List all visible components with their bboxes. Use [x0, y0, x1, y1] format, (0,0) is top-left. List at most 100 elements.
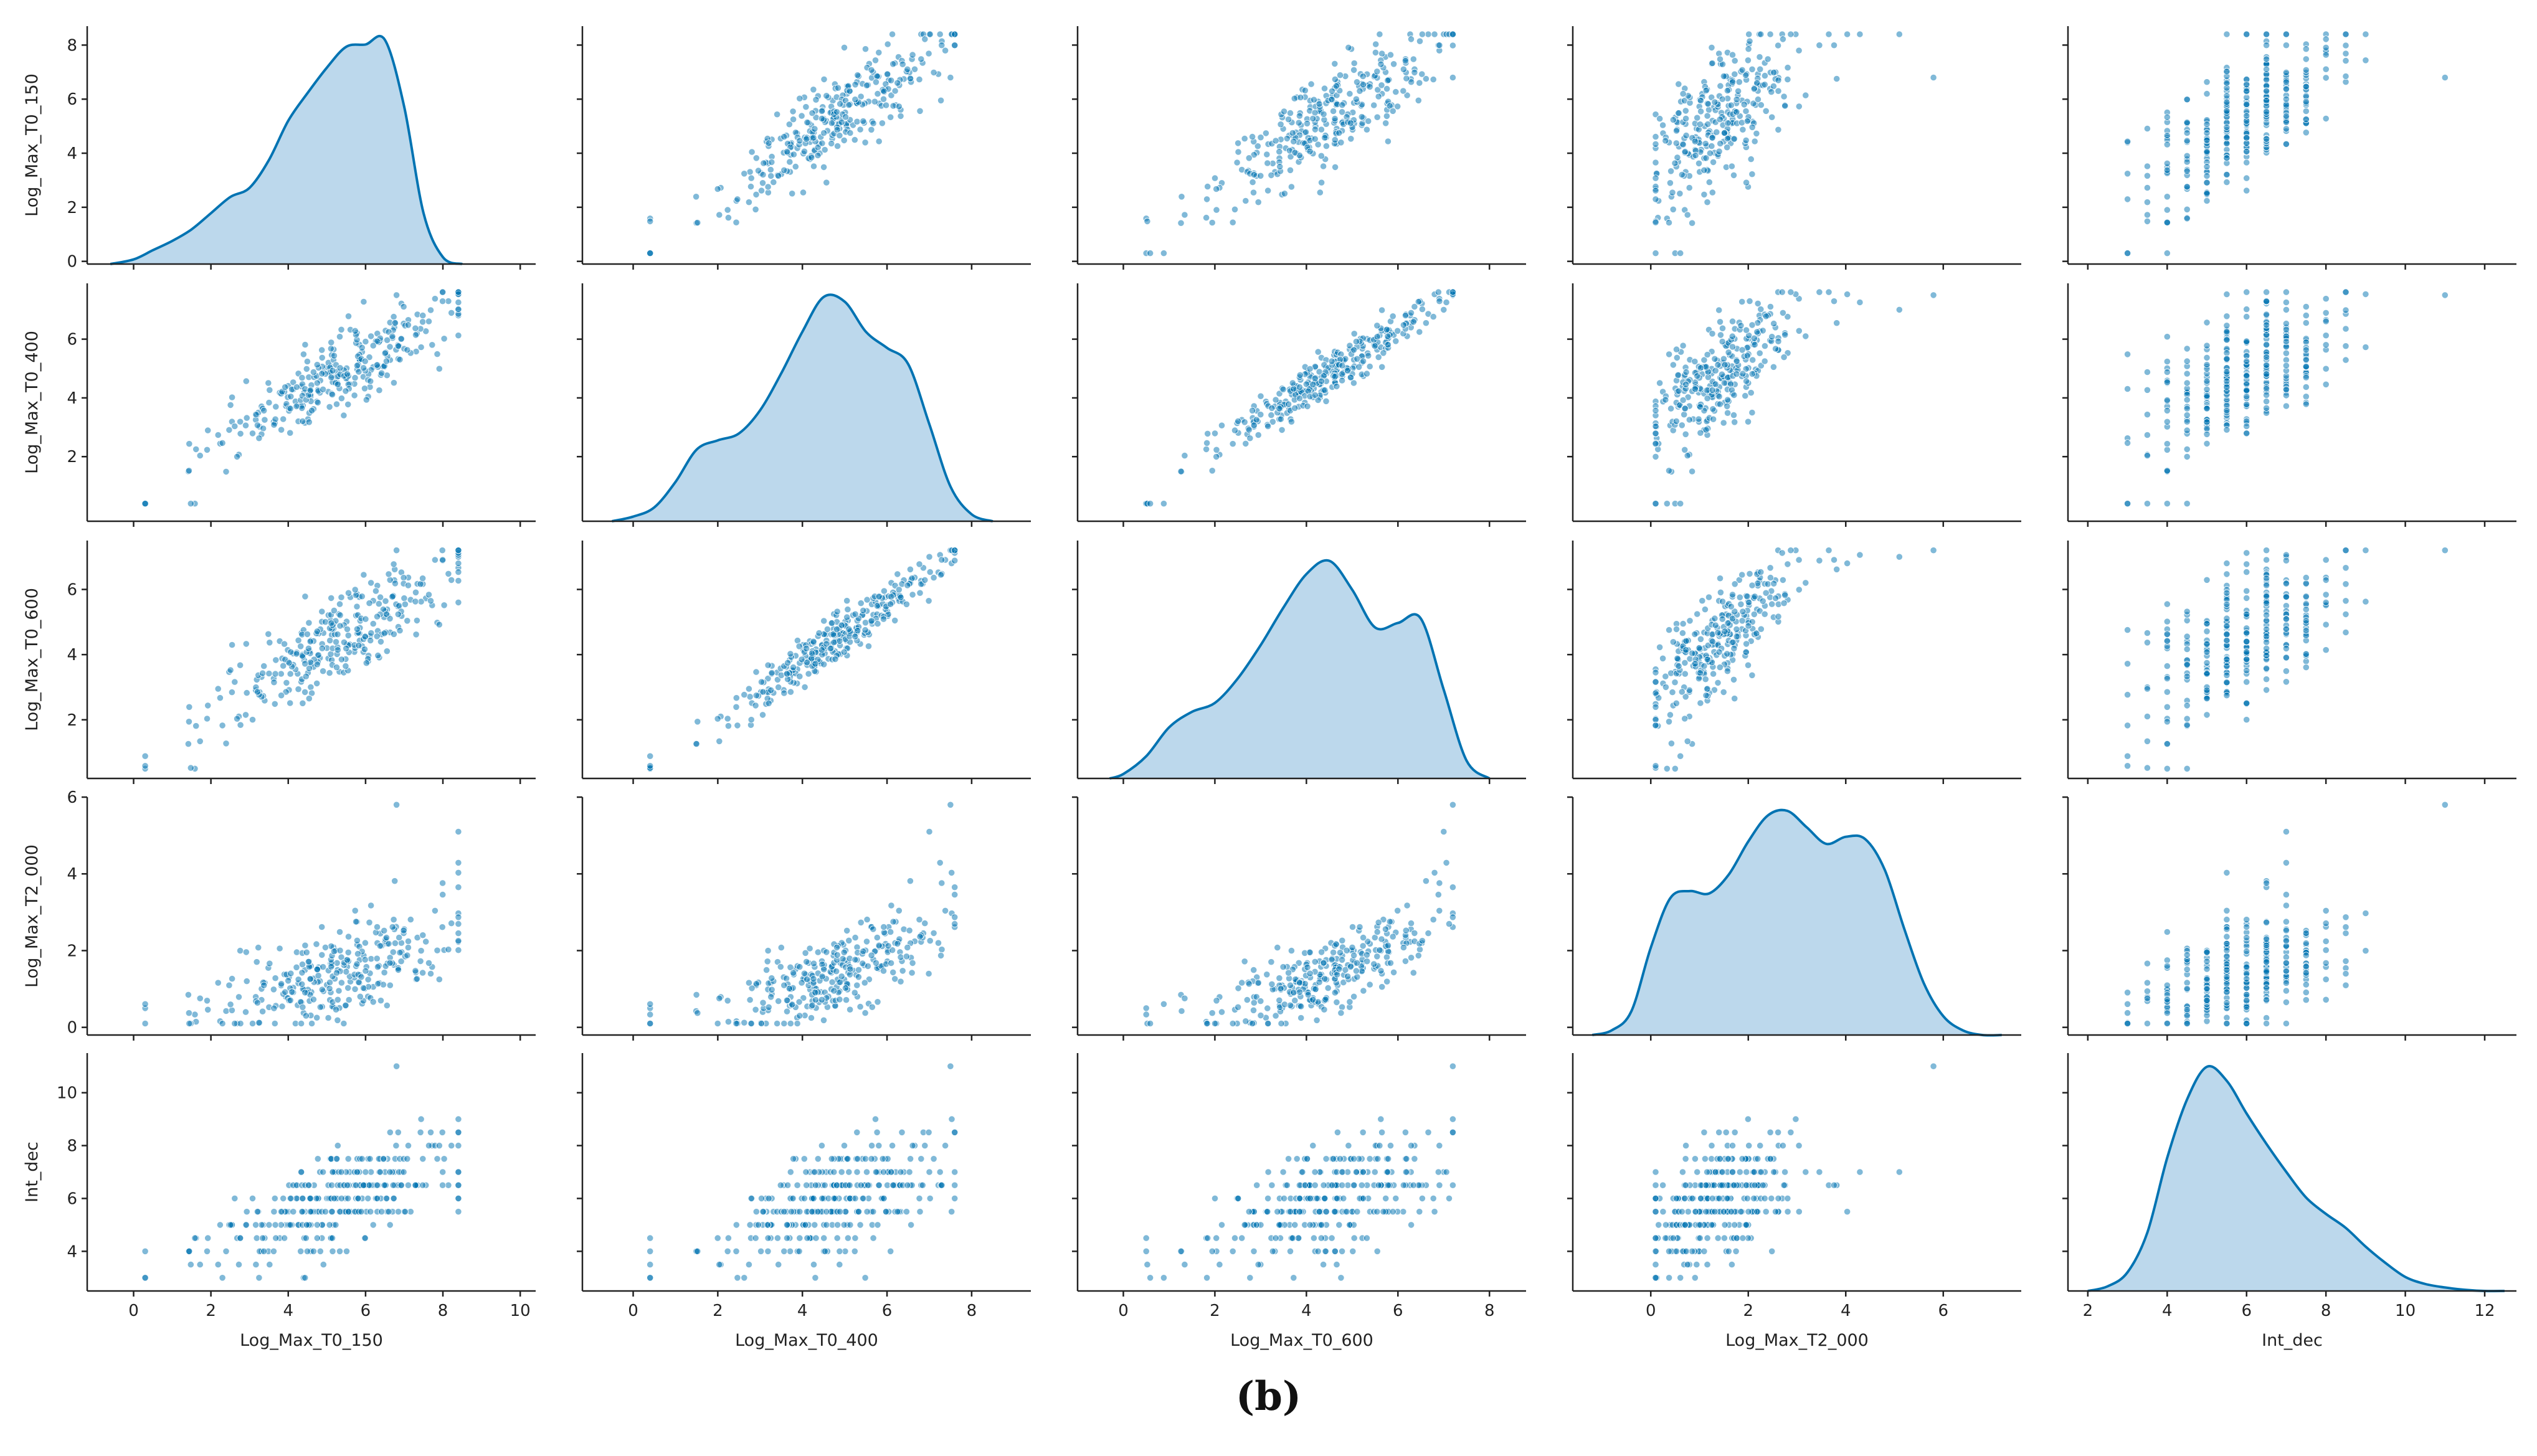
scatter-point — [2163, 249, 2171, 257]
scatter-point — [412, 598, 419, 605]
scatter-point — [1825, 288, 1833, 296]
scatter-point — [1328, 357, 1335, 365]
scatter-point — [1795, 556, 1803, 564]
scatter-point — [1673, 354, 1681, 362]
scatter-point — [214, 979, 222, 986]
scatter-point — [843, 996, 850, 1004]
scatter-point — [1337, 139, 1345, 146]
scatter-point — [936, 31, 944, 38]
scatter-point — [376, 387, 383, 394]
scatter-point — [360, 571, 368, 579]
y-tick-label: 4 — [67, 646, 77, 664]
scatter-point — [1738, 617, 1746, 625]
scatter-point — [889, 102, 897, 110]
scatter-point — [1781, 102, 1789, 110]
scatter-point — [318, 923, 326, 931]
scatter-point — [334, 996, 341, 1003]
scatter-point — [2302, 981, 2310, 988]
scatter-point — [222, 1007, 230, 1015]
scatter-point — [1360, 987, 1367, 995]
scatter-point — [2282, 580, 2290, 587]
scatter-point — [321, 618, 330, 626]
scatter-point — [1775, 87, 1782, 95]
scatter-point — [1724, 87, 1731, 95]
scatter-point — [1738, 298, 1746, 306]
scatter-point — [2302, 617, 2310, 625]
scatter-point — [2223, 656, 2231, 663]
scatter-point — [344, 589, 353, 597]
scatter-point — [1710, 670, 1717, 678]
scatter-point — [1287, 947, 1295, 955]
scatter-point — [315, 651, 322, 659]
scatter-point — [934, 939, 942, 947]
scatter-point — [1721, 361, 1728, 369]
scatter-point — [828, 139, 835, 148]
scatter-point — [812, 989, 819, 996]
scatter-point — [368, 955, 375, 963]
scatter-point — [747, 1019, 755, 1028]
scatter-point — [1257, 392, 1264, 400]
scatter-point — [1181, 211, 1188, 219]
scatter-point — [921, 920, 929, 927]
scatter-point — [1740, 101, 1748, 108]
scatter-point — [1331, 136, 1339, 144]
scatter-point — [362, 967, 369, 975]
scatter-point — [1400, 943, 1407, 952]
scatter-point — [2163, 740, 2171, 748]
scatter-point — [2282, 349, 2290, 357]
scatter-point — [342, 387, 349, 395]
scatter-point — [1656, 379, 1664, 387]
scatter-point — [1257, 411, 1264, 418]
scatter-point — [2263, 547, 2270, 554]
scatter-point — [2183, 129, 2191, 137]
scatter-point — [1778, 288, 1786, 296]
scatter-point — [219, 722, 226, 729]
scatter-point — [1684, 737, 1691, 745]
scatter-point — [2163, 600, 2171, 608]
scatter-point — [1320, 163, 1327, 170]
scatter-point — [2203, 958, 2211, 965]
scatter-point — [2362, 343, 2369, 351]
scatter-point — [1672, 127, 1681, 135]
scatter-point — [1731, 418, 1738, 426]
scatter-point — [362, 615, 369, 623]
scatter-point — [789, 190, 796, 197]
scatter-point — [2223, 907, 2231, 914]
scatter-point — [1652, 187, 1659, 194]
scatter-point — [343, 968, 350, 976]
scatter-point — [336, 622, 344, 630]
scatter-point — [916, 933, 924, 940]
scatter-point — [376, 942, 384, 950]
scatter-point — [381, 927, 388, 935]
scatter-point — [427, 306, 435, 314]
scatter-point — [833, 625, 841, 633]
scatter-point — [1304, 991, 1312, 998]
scatter-point — [863, 82, 871, 89]
scatter-point — [1425, 930, 1432, 937]
scatter-point — [445, 946, 452, 953]
scatter-point — [897, 978, 904, 985]
scatter-point — [2124, 1000, 2132, 1008]
scatter-point — [1775, 77, 1782, 84]
scatter-point — [2263, 361, 2270, 369]
scatter-point — [1242, 1018, 1250, 1025]
scatter-point — [851, 81, 859, 88]
scatter-point — [185, 718, 192, 726]
scatter-point — [891, 87, 899, 95]
scatter-point — [818, 107, 826, 115]
scatter-point — [1833, 565, 1841, 573]
scatter-point — [1203, 214, 1210, 222]
scatter-point — [1254, 199, 1262, 206]
scatter-point — [1743, 352, 1751, 359]
scatter-point — [1757, 625, 1765, 633]
scatter-point — [1717, 82, 1724, 90]
scatter-point — [1229, 1019, 1236, 1028]
scatter-point — [1724, 120, 1732, 127]
scatter-point — [1434, 288, 1442, 296]
scatter-point — [383, 1002, 391, 1009]
scatter-point — [2263, 397, 2270, 405]
scatter-point — [1705, 593, 1713, 601]
scatter-point — [2362, 909, 2369, 917]
scatter-point — [839, 955, 846, 963]
scatter-point — [2342, 914, 2350, 921]
